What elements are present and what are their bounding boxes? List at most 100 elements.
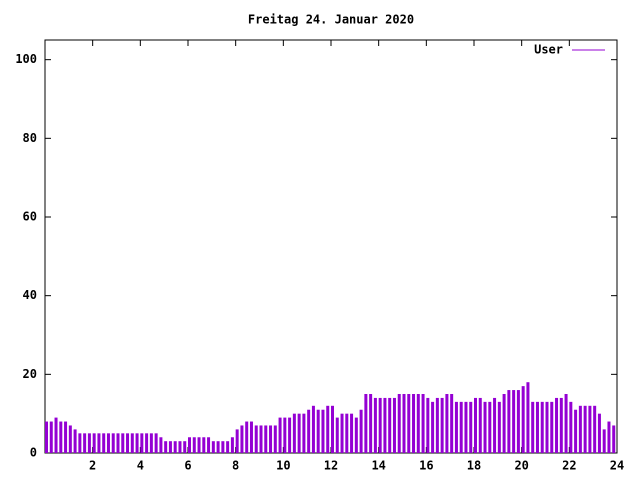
impulse: [145, 433, 149, 453]
impulse: [106, 433, 110, 453]
impulse: [383, 397, 387, 453]
impulse: [440, 397, 444, 453]
impulse: [149, 433, 153, 453]
impulse: [78, 433, 82, 453]
impulse: [126, 433, 130, 453]
impulse: [87, 433, 91, 453]
impulse: [111, 433, 115, 453]
x-tick-label: 10: [276, 459, 290, 473]
impulse: [321, 409, 325, 453]
impulse: [278, 417, 282, 453]
impulse: [516, 390, 520, 453]
impulse: [264, 425, 268, 453]
impulse: [178, 441, 182, 453]
impulse: [359, 409, 363, 453]
impulse: [402, 394, 406, 453]
x-tick-label: 16: [419, 459, 433, 473]
y-tick-label: 60: [23, 210, 37, 224]
legend-label: User: [534, 43, 563, 57]
impulse: [207, 437, 211, 453]
impulse: [478, 397, 482, 453]
impulse: [245, 421, 249, 453]
impulse: [326, 405, 330, 453]
impulse: [459, 401, 463, 453]
impulse: [350, 413, 354, 453]
impulse: [183, 441, 187, 453]
impulse: [83, 433, 87, 453]
y-tick-label: 20: [23, 367, 37, 381]
impulse: [407, 394, 411, 453]
impulse: [488, 401, 492, 453]
impulse: [569, 401, 573, 453]
impulse: [435, 397, 439, 453]
impulse: [507, 390, 511, 453]
impulse: [574, 409, 578, 453]
impulse: [597, 413, 601, 453]
impulse: [316, 409, 320, 453]
impulse: [292, 413, 296, 453]
impulse: [211, 441, 215, 453]
impulse: [45, 421, 48, 453]
impulse: [364, 394, 368, 453]
x-tick-label: 4: [137, 459, 144, 473]
impulse: [588, 405, 592, 453]
impulse: [130, 433, 134, 453]
impulse: [64, 421, 68, 453]
impulse: [311, 405, 315, 453]
impulse: [612, 425, 616, 453]
impulse: [202, 437, 206, 453]
impulse: [168, 441, 172, 453]
x-tick-label: 22: [562, 459, 576, 473]
impulse: [450, 394, 454, 453]
impulse: [135, 433, 139, 453]
impulse: [73, 429, 77, 453]
impulse: [269, 425, 273, 453]
impulse: [249, 421, 253, 453]
impulse: [493, 397, 497, 453]
impulse: [288, 417, 292, 453]
impulse: [378, 397, 382, 453]
impulse: [392, 397, 396, 453]
y-tick-label: 40: [23, 288, 37, 302]
impulse: [421, 394, 425, 453]
impulse: [555, 397, 559, 453]
y-tick-label: 100: [15, 52, 37, 66]
impulse: [140, 433, 144, 453]
impulse: [412, 394, 416, 453]
impulse: [307, 409, 311, 453]
impulse: [602, 429, 606, 453]
impulse: [297, 413, 301, 453]
impulse: [474, 397, 477, 453]
impulse: [340, 413, 344, 453]
impulse: [302, 413, 306, 453]
impulse: [578, 405, 582, 453]
impulse: [159, 437, 163, 453]
y-tick-label: 0: [30, 446, 37, 460]
impulse: [226, 441, 230, 453]
impulse: [102, 433, 106, 453]
x-tick-label: 20: [514, 459, 528, 473]
impulse: [431, 401, 435, 453]
impulse: [259, 425, 263, 453]
impulse: [354, 417, 358, 453]
impulse: [526, 382, 530, 453]
impulse: [164, 441, 168, 453]
impulse: [454, 401, 458, 453]
impulse: [188, 437, 191, 453]
x-tick-label: 14: [371, 459, 385, 473]
x-tick-label: 2: [89, 459, 96, 473]
impulse: [173, 441, 177, 453]
impulse: [335, 417, 339, 453]
y-tick-label: 80: [23, 131, 37, 145]
impulse: [369, 394, 373, 453]
chart-title: Freitag 24. Januar 2020: [248, 13, 414, 27]
impulse: [373, 397, 377, 453]
impulse: [216, 441, 220, 453]
x-tick-label: 24: [610, 459, 624, 473]
impulse: [583, 405, 587, 453]
impulse: [550, 401, 554, 453]
impulse: [564, 394, 568, 453]
impulse: [273, 425, 277, 453]
impulse: [121, 433, 125, 453]
